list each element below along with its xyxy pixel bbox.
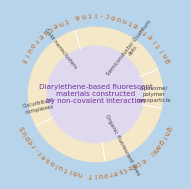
Text: t: t xyxy=(156,42,162,48)
Text: r: r xyxy=(109,170,112,177)
Text: t: t xyxy=(128,19,133,26)
Circle shape xyxy=(28,27,163,162)
Text: S: S xyxy=(19,125,26,132)
Circle shape xyxy=(7,6,184,183)
Text: e: e xyxy=(127,163,133,171)
Text: l: l xyxy=(95,172,96,178)
Text: e: e xyxy=(52,22,58,29)
Text: g: g xyxy=(165,57,172,64)
Text: Cucurbituril
complexes: Cucurbituril complexes xyxy=(22,98,56,115)
Text: F: F xyxy=(19,58,26,64)
Text: n: n xyxy=(162,130,170,136)
Text: p: p xyxy=(24,134,31,141)
Text: e: e xyxy=(133,22,139,29)
Text: a: a xyxy=(75,13,80,20)
Text: l: l xyxy=(22,53,28,57)
Text: c: c xyxy=(136,159,142,166)
Text: r: r xyxy=(30,143,37,149)
Text: Diarylethene-based fluorescent
materials constructed
by non-covalent interaction: Diarylethene-based fluorescent materials… xyxy=(39,84,152,105)
Text: g: g xyxy=(165,125,172,132)
Text: -: - xyxy=(34,146,40,152)
Text: n: n xyxy=(162,52,169,58)
Text: f: f xyxy=(89,172,92,178)
Text: o: o xyxy=(73,169,78,176)
Text: t: t xyxy=(64,166,68,172)
Text: i: i xyxy=(69,168,72,174)
Text: s: s xyxy=(45,156,51,163)
Text: r: r xyxy=(138,25,144,32)
Text: a: a xyxy=(154,142,161,149)
Text: e: e xyxy=(41,153,48,160)
Text: i: i xyxy=(160,135,167,140)
Text: s: s xyxy=(42,29,48,36)
Text: u: u xyxy=(58,163,64,171)
Text: -: - xyxy=(100,11,103,18)
Text: e: e xyxy=(113,169,118,176)
Text: e: e xyxy=(27,138,34,145)
Text: Gold nanoclusters: Gold nanoclusters xyxy=(43,28,77,70)
Text: g: g xyxy=(157,138,164,145)
Text: n: n xyxy=(78,170,83,177)
Text: e: e xyxy=(37,33,44,40)
Text: i: i xyxy=(148,150,153,156)
Text: o: o xyxy=(49,159,56,166)
Text: o: o xyxy=(111,13,116,20)
Text: l: l xyxy=(54,162,59,168)
Text: f: f xyxy=(143,29,149,35)
Text: n: n xyxy=(122,16,128,23)
Text: o: o xyxy=(29,42,36,49)
Text: e: e xyxy=(139,156,146,163)
Text: c: c xyxy=(105,12,110,18)
Circle shape xyxy=(47,46,144,143)
Text: c: c xyxy=(122,166,128,173)
Text: u: u xyxy=(25,47,32,53)
Text: o: o xyxy=(103,171,108,177)
Text: c: c xyxy=(47,25,53,32)
Text: n: n xyxy=(131,161,138,168)
Text: t: t xyxy=(88,11,91,18)
Text: Semiconductor Quantum
dots: Semiconductor Quantum dots xyxy=(105,19,156,80)
Text: i: i xyxy=(95,11,96,17)
Text: u: u xyxy=(98,172,103,178)
Text: e: e xyxy=(147,33,154,40)
Text: u: u xyxy=(21,130,29,136)
Text: u: u xyxy=(117,14,122,21)
Text: i: i xyxy=(152,38,158,43)
Text: n: n xyxy=(81,12,86,18)
Text: i: i xyxy=(159,47,165,52)
Text: n: n xyxy=(57,19,64,26)
Text: Organic fluorescent dyes: Organic fluorescent dyes xyxy=(104,114,141,177)
Text: t: t xyxy=(64,17,68,23)
Text: r: r xyxy=(33,37,39,43)
Text: m: m xyxy=(150,145,159,154)
Text: Liposome/
polymer
nanoparticle: Liposome/ polymer nanoparticle xyxy=(136,86,171,103)
Text: s: s xyxy=(118,167,123,174)
Text: r: r xyxy=(37,150,43,156)
